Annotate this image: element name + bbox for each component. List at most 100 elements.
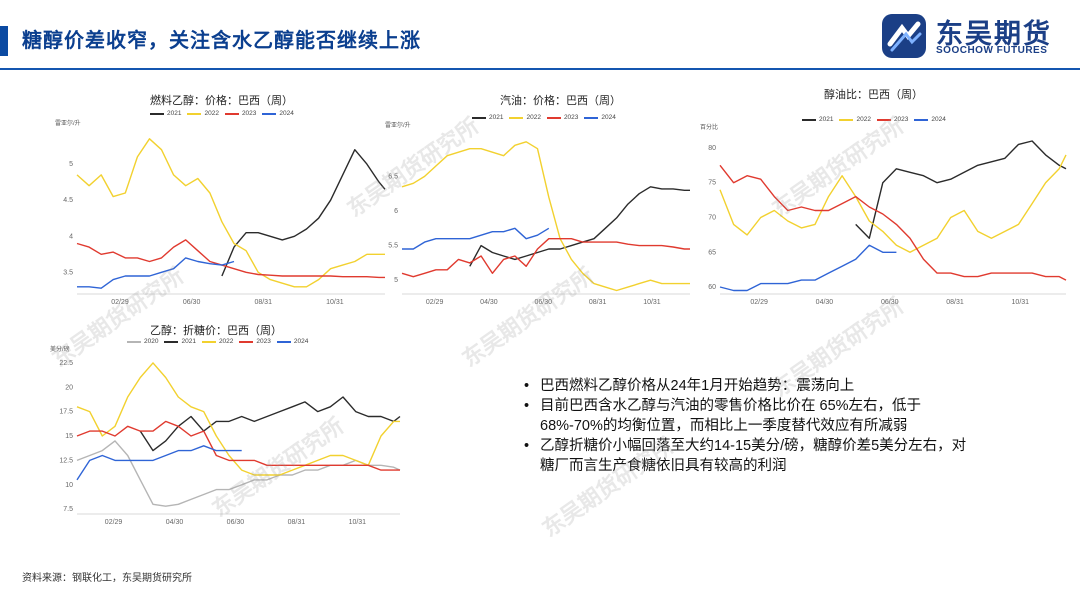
x-tick-label: 08/31 — [946, 299, 964, 306]
legend-item: 2024 — [262, 110, 294, 117]
x-tick-label: 02/29 — [750, 299, 768, 306]
legend-item: 2023 — [546, 114, 579, 121]
legend-label: 2022 — [218, 338, 234, 345]
logo-text-en: SOOCHOW FUTURES — [936, 45, 1048, 56]
y-tick-label: 12.5 — [59, 457, 73, 464]
y-tick-label: 6 — [394, 208, 398, 215]
chart-ethanol-sugar-equivalent: 乙醇：折糖价：巴西（周） 2020 2021 2022 2023 2024 美分… — [45, 316, 405, 534]
legend-label: 2024 — [293, 338, 309, 345]
company-logo: 东吴期货 SOOCHOW FUTURES — [880, 12, 1070, 60]
y-tick-label: 3.5 — [63, 269, 73, 276]
legend-item: 2022 — [509, 114, 541, 121]
y-tick-label: 4 — [69, 233, 73, 240]
legend-item: 2021 — [472, 114, 503, 121]
commentary-item: 巴西燃料乙醇价格从24年1月开始趋势：震荡向上 — [520, 376, 970, 396]
header-divider — [0, 68, 1080, 70]
series-line-2023 — [719, 164, 1067, 281]
legend-item: 2024 — [276, 338, 309, 345]
legend-label: 2024 — [931, 116, 946, 123]
y-axis-unit: 美分/磅 — [50, 347, 70, 353]
header: 糖醇价差收窄，关注含水乙醇能否继续上涨 东吴期货 SOOCHOW FUTURES — [0, 0, 1080, 72]
commentary-list: 巴西燃料乙醇价格从24年1月开始趋势：震荡向上 目前巴西含水乙醇与汽油的零售价格… — [520, 376, 970, 476]
series-line-2021 — [139, 396, 401, 452]
title-accent-bar — [0, 26, 8, 56]
y-tick-label: 65 — [708, 249, 716, 256]
legend-item: 2023 — [876, 116, 909, 123]
legend-item: 2022 — [839, 116, 871, 123]
chart-title: 燃料乙醇：价格：巴西（周） — [150, 95, 293, 107]
legend-label: 2021 — [167, 110, 182, 117]
legend-label: 2021 — [819, 116, 834, 123]
series-line-2024 — [402, 227, 550, 250]
y-tick-label: 80 — [708, 145, 716, 152]
x-tick-label: 02/29 — [105, 519, 123, 526]
x-tick-label: 08/31 — [254, 299, 272, 306]
series-line-2022 — [76, 138, 385, 288]
y-tick-label: 75 — [708, 180, 716, 187]
x-tick-label: 04/30 — [166, 519, 184, 526]
series-line-2023 — [76, 420, 400, 471]
chart-ethanol-price: 燃料乙醇：价格：巴西（周） 2021 2022 2023 2024 雷亚尔/升 … — [55, 86, 390, 311]
series-line-2023 — [401, 238, 690, 278]
legend-label: 2022 — [204, 110, 219, 117]
series-line-2021 — [855, 140, 1067, 239]
legend-label: 2023 — [256, 338, 271, 345]
chart-legend: 2021 2022 2023 2024 — [802, 116, 946, 123]
y-tick-label: 5.5 — [388, 243, 398, 250]
series-line-2021 — [469, 186, 690, 267]
legend-label: 2023 — [893, 116, 909, 123]
x-tick-label: 04/30 — [816, 299, 834, 306]
legend-label: 2023 — [563, 114, 579, 121]
x-tick-label: 02/29 — [111, 299, 129, 306]
page-title: 糖醇价差收窄，关注含水乙醇能否继续上涨 — [22, 30, 421, 52]
legend-label: 2022 — [856, 116, 871, 123]
series-line-2024 — [719, 244, 897, 292]
x-tick-label: 04/30 — [480, 299, 498, 306]
commentary-item: 目前巴西含水乙醇与汽油的零售价格比价在 65%左右，低于 68%-70%的均衡位… — [520, 396, 970, 436]
legend-item: 2020 — [127, 338, 158, 345]
y-tick-label: 17.5 — [59, 409, 73, 416]
x-tick-label: 02/29 — [426, 299, 444, 306]
y-tick-label: 20 — [65, 384, 73, 391]
chart-plot: 5 5.5 6 6.5 02/29 04/30 06/30 08/31 10/31 — [388, 141, 690, 306]
x-tick-label: 06/30 — [183, 299, 201, 306]
series-line-2020 — [76, 440, 401, 507]
y-tick-label: 6.5 — [388, 173, 398, 180]
legend-item: 2022 — [201, 338, 234, 345]
y-tick-label: 10 — [65, 482, 73, 489]
series-line-2024 — [76, 445, 242, 481]
x-tick-label: 06/30 — [535, 299, 553, 306]
x-tick-label: 06/30 — [881, 299, 899, 306]
legend-label: 2024 — [601, 114, 616, 121]
series-line-2023 — [76, 239, 385, 279]
y-tick-label: 5 — [69, 161, 73, 168]
chart-title: 汽油：价格：巴西（周） — [500, 95, 621, 107]
y-tick-label: 22.5 — [59, 360, 73, 367]
series-line-2022 — [719, 154, 1067, 253]
legend-item: 2024 — [584, 114, 616, 121]
x-tick-label: 08/31 — [589, 299, 607, 306]
legend-label: 2024 — [279, 110, 294, 117]
legend-item: 2021 — [802, 116, 833, 123]
legend-item: 2022 — [187, 110, 219, 117]
logo-mark-icon — [882, 14, 926, 58]
legend-item: 2021 — [150, 110, 181, 117]
y-tick-label: 7.5 — [63, 506, 73, 513]
chart-legend: 2021 2022 2023 2024 — [472, 114, 616, 121]
x-tick-label: 10/31 — [326, 299, 344, 306]
chart-legend: 2020 2021 2022 2023 2024 — [127, 338, 308, 345]
chart-title: 乙醇：折糖价：巴西（周） — [150, 325, 282, 337]
legend-item: 2023 — [239, 338, 271, 345]
y-tick-label: 70 — [708, 214, 716, 221]
logo-text-cn: 东吴期货 — [936, 19, 1052, 49]
legend-item: 2024 — [914, 116, 946, 123]
chart-title: 醇油比：巴西（周） — [824, 89, 923, 101]
x-tick-label: 10/31 — [1012, 299, 1030, 306]
x-tick-label: 10/31 — [643, 299, 661, 306]
x-tick-label: 10/31 — [349, 519, 367, 526]
series-line-2022 — [76, 362, 400, 476]
chart-legend: 2021 2022 2023 2024 — [150, 110, 294, 117]
y-axis-unit: 雷亚尔/升 — [385, 123, 411, 129]
chart-plot: 3.5 4 4.5 5 02/29 06/30 08/31 10/31 — [63, 138, 386, 306]
